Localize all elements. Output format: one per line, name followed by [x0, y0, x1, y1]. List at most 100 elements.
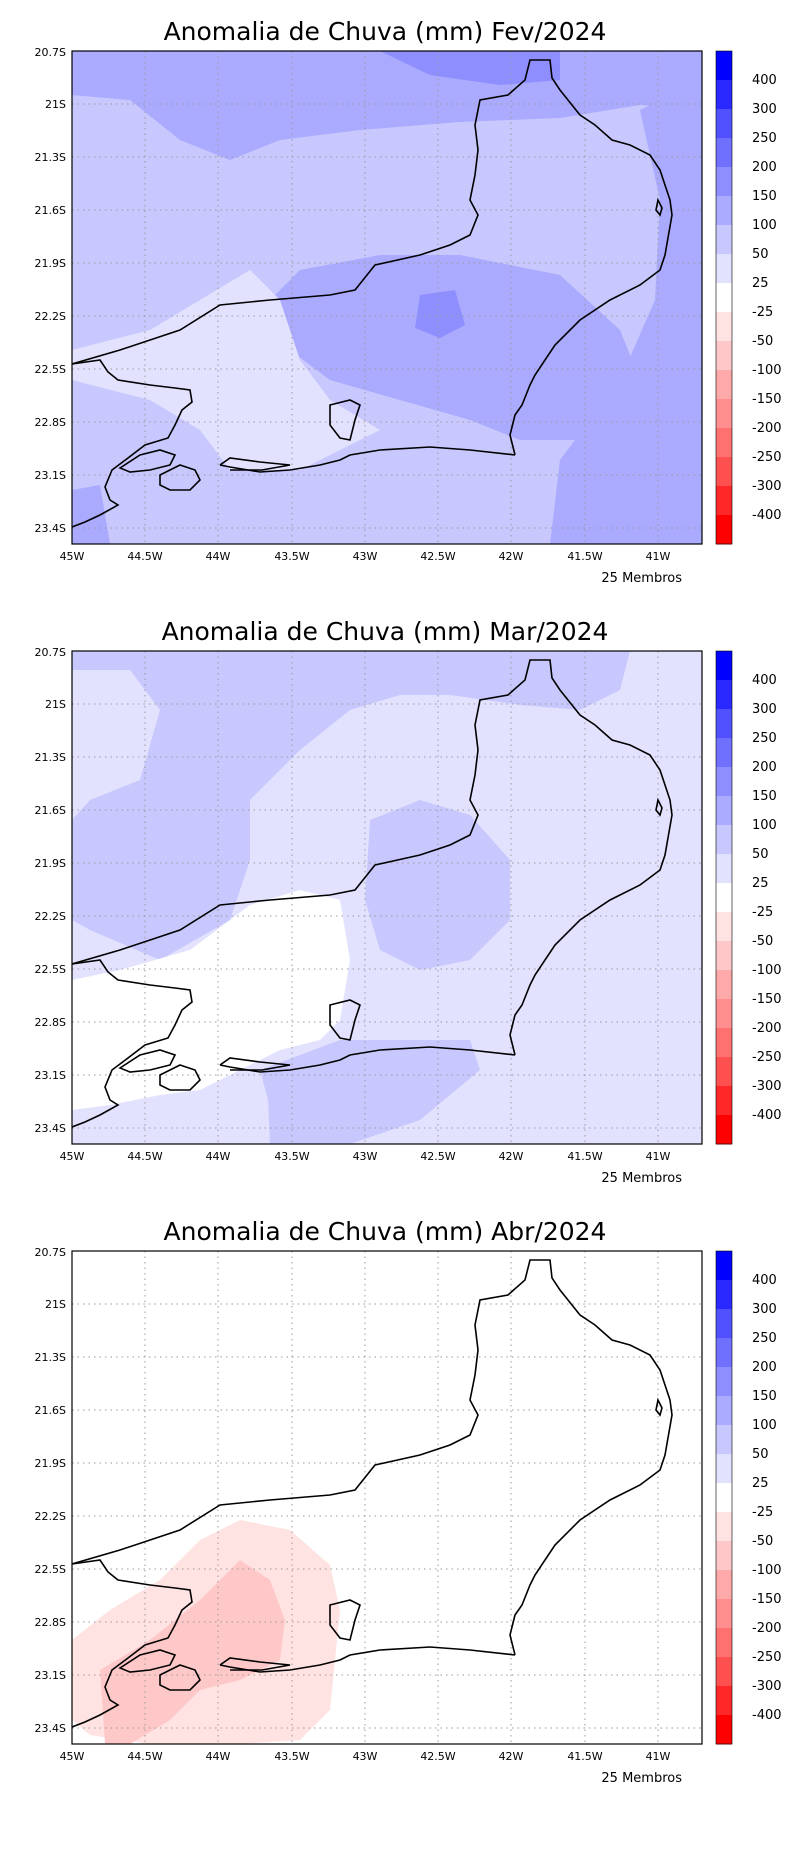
map-title: Anomalia de Chuva (mm) Mar/2024: [162, 617, 609, 646]
colorbar-label: 150: [752, 1389, 777, 1404]
x-tick-label: 42W: [499, 1750, 524, 1763]
y-tick-label: 21.3S: [35, 151, 66, 164]
colorbar-label: -300: [752, 479, 782, 494]
y-tick-label: 20.7S: [35, 646, 66, 659]
colorbar-swatch: [716, 254, 732, 284]
colorbar-swatch: [716, 1715, 732, 1745]
plot-frame: [71, 50, 703, 545]
colorbar-swatch: [716, 796, 732, 826]
y-tick-label: 22.2S: [35, 310, 66, 323]
x-tick-label: 41W: [646, 1750, 671, 1763]
colorbar-swatch: [716, 883, 732, 913]
colorbar-label: 25: [752, 876, 769, 891]
y-tick-label: 23.1S: [35, 469, 66, 482]
map-panel-abr: Anomalia de Chuva (mm) Abr/2024: [0, 1200, 800, 1818]
colorbar-swatch: [716, 1657, 732, 1687]
colorbar-label: 250: [752, 1331, 777, 1346]
colorbar-label: 200: [752, 760, 777, 775]
y-tick-label: 21.9S: [35, 857, 66, 870]
colorbar-swatch: [716, 1338, 732, 1368]
colorbar-swatch: [716, 370, 732, 400]
colorbar-label: -50: [752, 934, 773, 949]
colorbar-swatch: [716, 912, 732, 942]
y-tick-label: 22.5S: [35, 963, 66, 976]
colorbar-label: 25: [752, 1476, 769, 1491]
y-tick-label: 22.8S: [35, 1016, 66, 1029]
plot-frame: [71, 1250, 703, 1745]
colorbar-swatch: [716, 341, 732, 371]
colorbar-label: 25: [752, 276, 769, 291]
x-tick-label: 42W: [499, 1150, 524, 1163]
y-tick-label: 21S: [45, 98, 66, 111]
colorbar-label: -25: [752, 305, 773, 320]
y-tick-label: 22.2S: [35, 910, 66, 923]
y-tick-label: 22.5S: [35, 363, 66, 376]
x-tick-label: 44W: [206, 1750, 231, 1763]
colorbar-label: 400: [752, 73, 777, 88]
colorbar-label: -300: [752, 1079, 782, 1094]
colorbar-swatch: [716, 167, 732, 197]
y-tick-label: 23.4S: [35, 522, 66, 535]
colorbar-label: -200: [752, 421, 782, 436]
colorbar-label: 100: [752, 818, 777, 833]
colorbar-label: -100: [752, 1563, 782, 1578]
map-title: Anomalia de Chuva (mm) Fev/2024: [164, 17, 607, 46]
colorbar-label: -200: [752, 1621, 782, 1636]
y-tick-label: 22.2S: [35, 1510, 66, 1523]
colorbar-swatch: [716, 1086, 732, 1116]
map-panel-fev: Anomalia de Chuva (mm) Fev/2024: [0, 0, 800, 618]
y-tick-label: 23.1S: [35, 1669, 66, 1682]
colorbar-label: -400: [752, 1708, 782, 1723]
colorbar-swatch: [716, 1057, 732, 1087]
colorbar-label: -150: [752, 992, 782, 1007]
colorbar-label: -100: [752, 963, 782, 978]
x-tick-label: 41.5W: [567, 1150, 602, 1163]
colorbar-swatch: [716, 225, 732, 255]
y-tick-label: 21.6S: [35, 1404, 66, 1417]
anomaly-region-central: [270, 255, 640, 440]
x-tick-label: 43W: [353, 550, 378, 563]
coastline: [72, 659, 673, 1128]
colorbar-label: -250: [752, 1650, 782, 1665]
y-tick-label: 22.8S: [35, 416, 66, 429]
anomaly-field: [72, 51, 702, 544]
colorbar-label: 400: [752, 1273, 777, 1288]
anomaly-field: [72, 1251, 702, 1744]
colorbar-label: 100: [752, 1418, 777, 1433]
colorbar-swatch: [716, 109, 732, 139]
x-tick-label: 42.5W: [420, 550, 455, 563]
colorbar-label: 150: [752, 789, 777, 804]
colorbar-label: 250: [752, 731, 777, 746]
colorbar-label: -250: [752, 1050, 782, 1065]
map-title: Anomalia de Chuva (mm) Abr/2024: [164, 1217, 607, 1246]
colorbar-label: 50: [752, 247, 769, 262]
x-tick-label: 43.5W: [274, 1150, 309, 1163]
colorbar-swatch: [716, 709, 732, 739]
x-tick-label: 44W: [206, 1150, 231, 1163]
colorbar-frame: [715, 1250, 733, 1745]
y-tick-label: 21S: [45, 698, 66, 711]
y-tick-label: 21.3S: [35, 751, 66, 764]
x-tick-label: 43.5W: [274, 1750, 309, 1763]
colorbar-swatch: [716, 854, 732, 884]
y-tick-label: 21.6S: [35, 804, 66, 817]
colorbar-swatch: [716, 80, 732, 110]
colorbar-label: 300: [752, 1302, 777, 1317]
colorbar-swatch: [716, 51, 732, 81]
grid-lines: [72, 1251, 702, 1744]
colorbar-label: 400: [752, 673, 777, 688]
colorbar-swatch: [716, 1367, 732, 1397]
colorbar: 400 300 250 200 150 100 50 25 -25 -50 -100 -150 -200…: [715, 50, 782, 545]
colorbar-label: 200: [752, 1360, 777, 1375]
y-tick-label: 22.8S: [35, 1616, 66, 1629]
colorbar-label: -50: [752, 334, 773, 349]
x-tick-label: 43W: [353, 1750, 378, 1763]
colorbar-label: -50: [752, 1534, 773, 1549]
x-tick-label: 44.5W: [127, 1750, 162, 1763]
x-tick-label: 45W: [60, 550, 85, 563]
colorbar-label: -200: [752, 1021, 782, 1036]
y-tick-label: 22.5S: [35, 1563, 66, 1576]
colorbar-swatch: [716, 825, 732, 855]
colorbar-label: 300: [752, 102, 777, 117]
colorbar-frame: [715, 50, 733, 545]
